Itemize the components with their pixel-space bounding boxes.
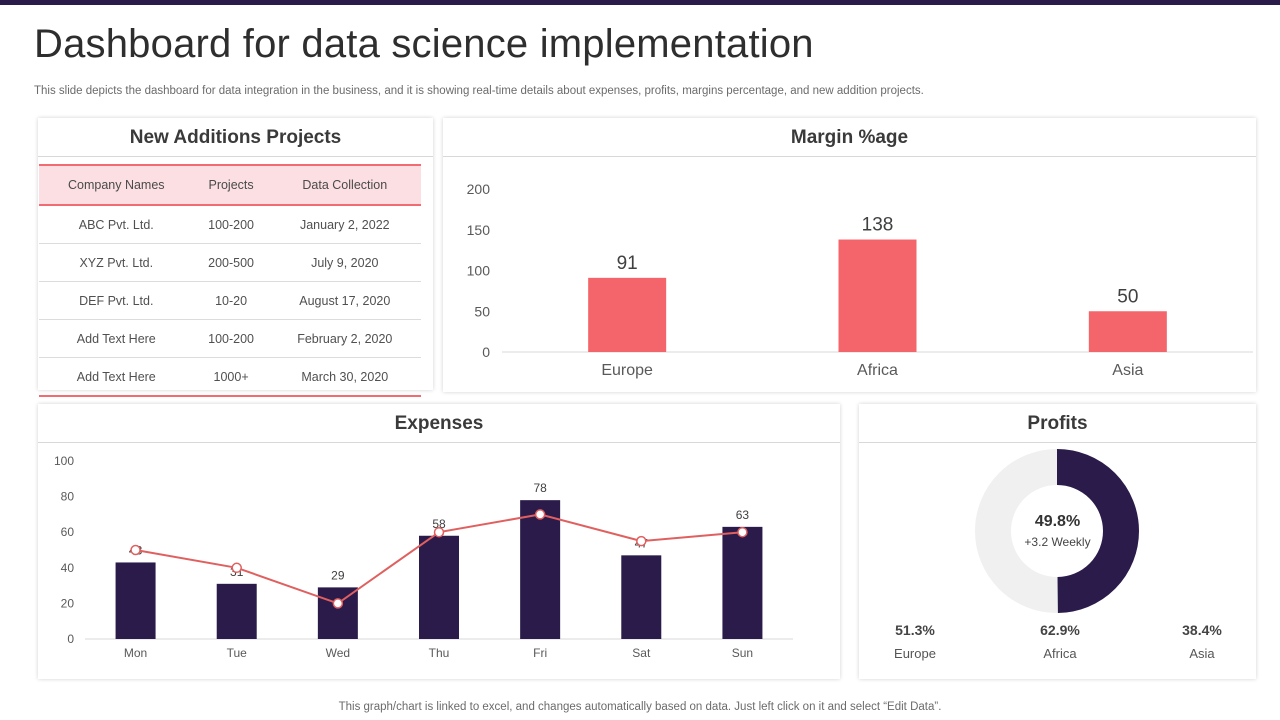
projects-card: New Additions Projects Company Names Pro… [38, 118, 433, 397]
profits-donut-slice [975, 449, 1139, 613]
expenses-x-tick-label: Mon [124, 646, 147, 660]
expenses-bar [520, 500, 561, 639]
region-asia-label: Asia [1189, 646, 1215, 661]
cell-projects: 100-200 [193, 319, 269, 358]
expenses-y-tick-label: 40 [61, 561, 75, 575]
margin-bar [838, 239, 917, 352]
header-company-names: Company Names [39, 164, 194, 206]
margin-x-tick-label: Africa [857, 362, 898, 379]
margin-bar [1088, 311, 1167, 352]
cell-date: March 30, 2020 [268, 357, 421, 397]
cell-date: July 9, 2020 [268, 243, 421, 282]
expenses-y-tick-label: 80 [61, 490, 75, 504]
cell-projects: 200-500 [193, 243, 269, 282]
margin-chart: 0 50 100 150 200 91 Europe 138 Africa 50 Asia [467, 181, 1253, 379]
cell-projects: 1000+ [193, 357, 269, 397]
expenses-bar-value-label: 78 [533, 481, 547, 495]
region-asia-value: 38.4% [1182, 622, 1222, 638]
expenses-bar [419, 535, 459, 639]
header-projects: Projects [193, 164, 269, 206]
cell-company: Add Text Here [39, 319, 194, 358]
table-header-row: Company Names Projects Data Collection [39, 164, 421, 206]
table-row: DEF Pvt. Ltd. 10-20 August 17, 2020 [39, 281, 421, 320]
region-europe-label: Europe [894, 646, 936, 661]
expenses-trend-point [332, 598, 344, 609]
profits-center-sub: +3.2 Weekly [1024, 535, 1091, 549]
expenses-bar-value-label: 63 [736, 508, 750, 522]
projects-table: Company Names Projects Data Collection A… [39, 164, 421, 397]
cell-company: ABC Pvt. Ltd. [39, 205, 194, 244]
margin-y-tick-label: 200 [467, 181, 491, 197]
expenses-bar-value-label: 58 [432, 517, 446, 531]
expenses-x-tick-label: Fri [533, 646, 547, 660]
expenses-bar-value-label: 29 [331, 568, 345, 582]
expenses-x-tick-label: Thu [429, 646, 450, 660]
expenses-x-tick-label: Wed [326, 646, 350, 660]
expenses-chart: 02040608010043Mon31Tue29Wed58Thu78Fri47S… [54, 454, 793, 660]
region-europe-value: 51.3% [895, 622, 935, 638]
expenses-bar [621, 555, 662, 639]
expenses-trend-point [737, 526, 748, 538]
margin-bar-value-label: 50 [1117, 286, 1138, 307]
expenses-y-tick-label: 60 [61, 525, 75, 539]
expenses-x-tick-label: Sat [632, 646, 651, 660]
cell-date: February 2, 2020 [268, 319, 421, 358]
expenses-bar [216, 583, 257, 639]
profits-card: Profits 49.8% +3.2 Weekly 51.3% Europe 6… [859, 404, 1256, 679]
expenses-bar [722, 526, 763, 639]
margin-card: Margin %age 0 50 100 150 200 91 Europe 138 Afric… [443, 118, 1256, 392]
expenses-y-tick-label: 20 [61, 596, 75, 610]
page-subtitle: This slide depicts the dashboard for dat… [34, 85, 924, 97]
expenses-bar [115, 562, 156, 639]
expenses-trend-point [534, 509, 546, 520]
margin-bar [588, 277, 667, 352]
cell-date: January 2, 2022 [268, 205, 421, 244]
page-title: Dashboard for data science implementatio… [34, 22, 814, 66]
expenses-card: Expenses 02040608010043Mon31Tue29Wed58Th… [38, 404, 840, 679]
header-data-collection: Data Collection [268, 164, 421, 206]
region-europe: 51.3% Europe [860, 622, 970, 661]
cell-date: August 17, 2020 [268, 281, 421, 320]
expenses-trend-point [130, 544, 141, 556]
cell-company: Add Text Here [39, 357, 194, 397]
footer-note: This graph/chart is linked to excel, and… [338, 701, 942, 713]
cell-company: DEF Pvt. Ltd. [39, 281, 194, 320]
expenses-bar [317, 587, 358, 639]
cell-company: XYZ Pvt. Ltd. [39, 243, 194, 282]
top-accent-bar [0, 0, 1280, 5]
margin-x-tick-label: Europe [601, 362, 653, 379]
cell-projects: 100-200 [193, 205, 269, 244]
margin-bar-value-label: 91 [617, 253, 638, 274]
region-asia: 38.4% Asia [1147, 622, 1257, 661]
expenses-trend-point [433, 526, 445, 538]
profits-center-value: 49.8% [1034, 513, 1081, 530]
margin-y-tick-label: 150 [467, 222, 491, 238]
expenses-x-tick-label: Sun [732, 646, 753, 660]
region-africa-label: Africa [1043, 646, 1077, 661]
expenses-x-tick-label: Tue [227, 646, 248, 660]
table-row: ABC Pvt. Ltd. 100-200 January 2, 2022 [39, 205, 421, 244]
expenses-trend-point [636, 535, 647, 547]
expenses-y-tick-label: 0 [67, 632, 74, 646]
region-africa-value: 62.9% [1040, 622, 1080, 638]
projects-card-title: New Additions Projects [38, 118, 433, 157]
table-row: Add Text Here 1000+ March 30, 2020 [39, 357, 421, 397]
expenses-card-title: Expenses [38, 404, 840, 443]
profits-donut-chart [975, 449, 1139, 613]
margin-x-tick-label: Asia [1112, 362, 1143, 379]
table-row: Add Text Here 100-200 February 2, 2020 [39, 319, 421, 358]
profits-card-title: Profits [859, 404, 1256, 443]
region-africa: 62.9% Africa [1005, 622, 1115, 661]
margin-y-tick-label: 0 [482, 344, 490, 360]
table-row: XYZ Pvt. Ltd. 200-500 July 9, 2020 [39, 243, 421, 282]
margin-card-title: Margin %age [443, 118, 1256, 157]
margin-y-tick-label: 100 [467, 263, 491, 279]
cell-projects: 10-20 [193, 281, 269, 320]
margin-y-tick-label: 50 [474, 303, 490, 319]
expenses-trend-point [231, 562, 242, 574]
margin-bar-value-label: 138 [862, 215, 894, 236]
expenses-y-tick-label: 100 [54, 454, 74, 468]
